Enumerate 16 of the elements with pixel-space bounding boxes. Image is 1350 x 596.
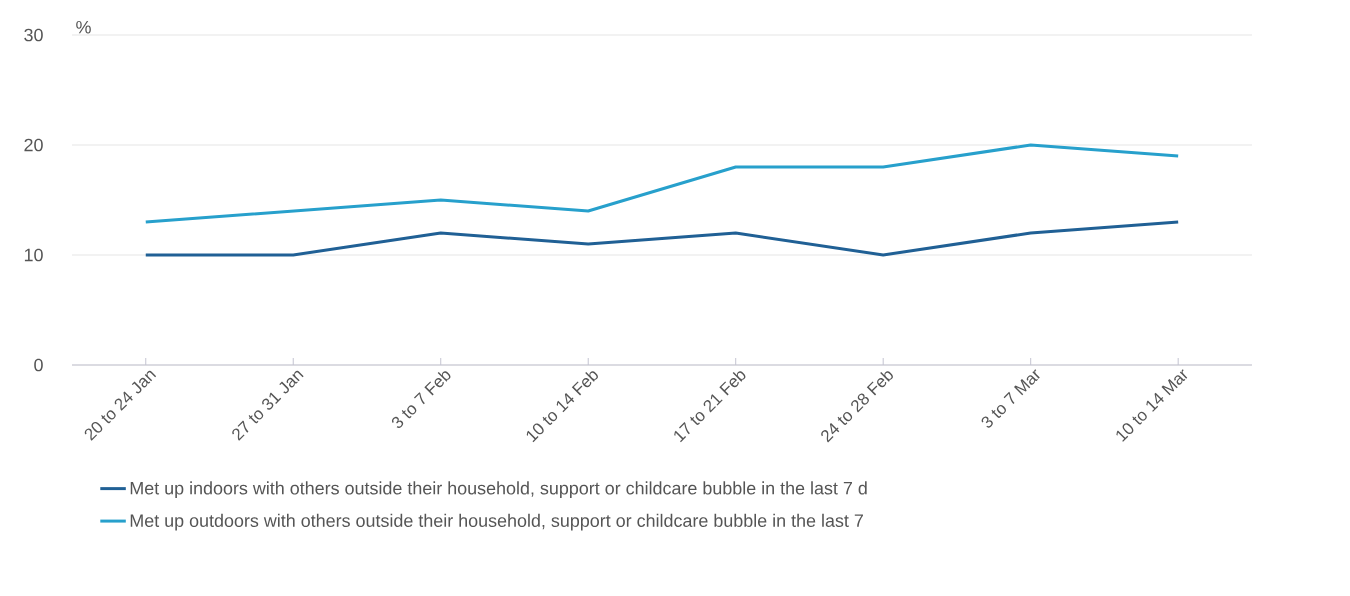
y-tick-label: 20 [24,138,43,152]
x-tick-label: 27 to 31 Jan [232,370,304,441]
x-tick-label: 20 to 24 Jan [84,370,157,441]
x-tick-label: 17 to 21 Feb [674,371,746,443]
x-tick-label: 24 to 28 Feb [821,371,893,443]
y-tick-label: 10 [24,248,43,262]
legend-label: Met up indoors with others outside their household, support or childcare bubble in the last 7 d [130,481,867,499]
line-series [144,220,1180,257]
y-tick-label: 0 [34,358,43,372]
x-tick-label: 10 to 14 Mar [1116,369,1188,442]
x-tick-label: 3 to 7 Mar [981,369,1040,428]
y-tick-label: 30 [24,28,43,42]
y-axis-title: % [76,20,91,34]
x-tick-label: 10 to 14 Feb [526,371,598,443]
legend-label: Met up outdoors with others outside their household, support or childcare bubble in the last 7 [130,513,863,531]
x-tick-label: 3 to 7 Feb [391,371,451,428]
